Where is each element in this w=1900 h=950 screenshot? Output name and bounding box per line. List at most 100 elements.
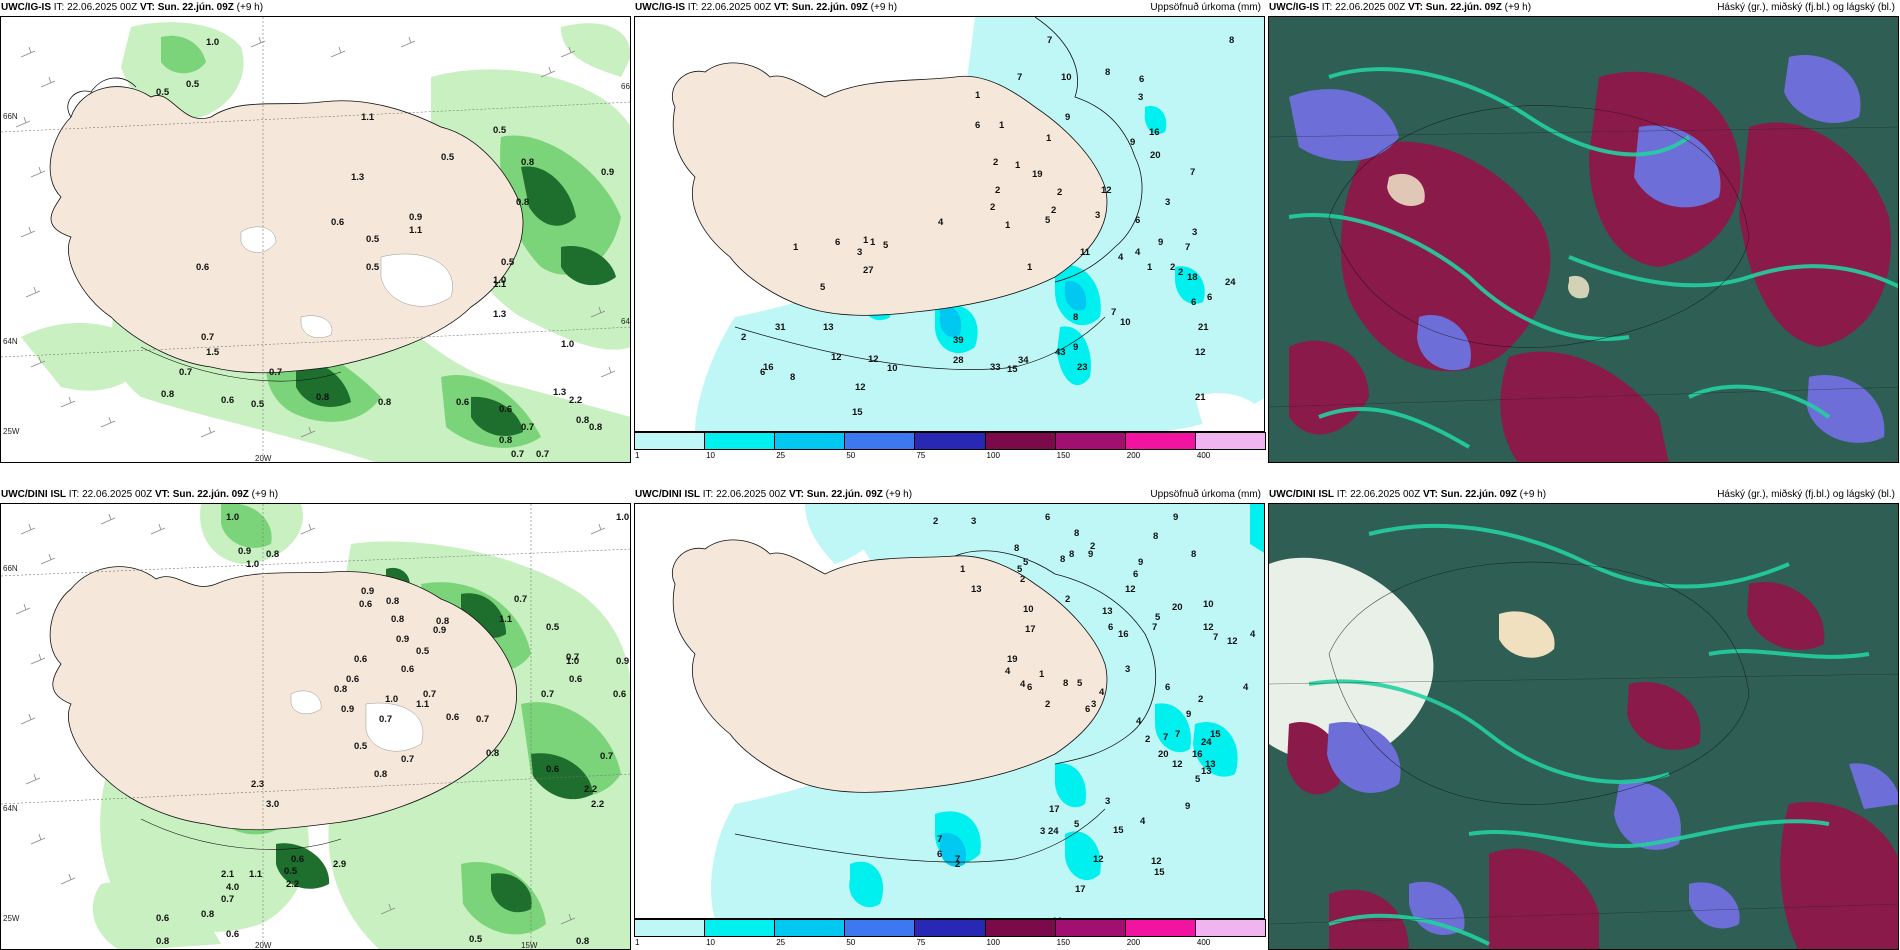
- valid-time: VT: Sun. 22.jún. 09Z: [1422, 489, 1517, 500]
- colorbar-tick-label: 100: [986, 938, 1000, 947]
- map-value-label: 1.1: [249, 869, 263, 880]
- valid-time: VT: Sun. 22.jún. 09Z: [773, 2, 868, 13]
- map-value-label: 0.6: [354, 654, 368, 665]
- map-value-label: 15: [852, 407, 863, 418]
- map-value-label: 1.5: [206, 347, 220, 358]
- map-value-label: 0.6: [196, 262, 210, 273]
- valid-time: VT: Sun. 22.jún. 09Z: [154, 489, 249, 500]
- map-value-label: 7: [1185, 242, 1191, 253]
- map-value-label: 10: [1061, 72, 1072, 83]
- map-value-label: 4: [1140, 816, 1146, 827]
- colorbar-segment: [1194, 919, 1266, 937]
- colorbar-tick-label: 1: [635, 938, 640, 947]
- map-area: 2 3 6 9 8 8 2 8 9 8 1 5 5 8 8 9 2 6 12 2 13 10 13 20 17 6 5 16 12 10 7…: [634, 503, 1265, 919]
- map-value-label: 12: [1093, 854, 1104, 865]
- map-value-label: 7: [1190, 167, 1196, 178]
- colorbar-tick-label: 200: [1126, 451, 1141, 460]
- map-value-label: 9: [1186, 709, 1192, 720]
- map-value-label: 1.0: [493, 275, 507, 286]
- map-value-label: 0.7: [536, 449, 550, 460]
- lon-label-20w: 20W: [255, 941, 272, 950]
- model-name: UWC/DINI ISL: [1, 489, 66, 500]
- map-value-label: 0.9: [601, 167, 615, 178]
- colorbar-segment: [914, 919, 986, 937]
- map-value-label: 2: [1170, 262, 1176, 273]
- map-value-label: 1: [863, 235, 869, 246]
- map-value-label: 16: [1192, 749, 1203, 760]
- map-area: [1268, 16, 1899, 463]
- map-value-label: 6: [760, 367, 766, 378]
- model-name: UWC/DINI ISL: [1269, 489, 1334, 500]
- map-value-label: 9: [1158, 237, 1164, 248]
- init-time: IT: 22.06.2025 00Z: [687, 2, 772, 13]
- colorbar-segment: [774, 432, 846, 450]
- map-value-label: 2: [993, 157, 999, 168]
- map-value-label: 0.8: [391, 614, 405, 625]
- map-value-label: 11: [1080, 247, 1091, 258]
- map-value-label: 13: [1201, 766, 1212, 777]
- map-value-label: 0.5: [251, 399, 265, 410]
- map-value-label: 5: [1195, 774, 1201, 785]
- map-value-label: 2: [1198, 694, 1204, 705]
- map-value-label: 1: [1046, 133, 1052, 144]
- lon-label-25w: 25W: [3, 914, 20, 923]
- map-value-label: 7: [1175, 729, 1181, 740]
- map-value-label: 6: [1191, 297, 1197, 308]
- map-value-label: 9: [1138, 557, 1144, 568]
- map-value-label: 2.2: [591, 799, 605, 810]
- lead-time: (+9 h): [870, 2, 898, 13]
- map-value-label: 1.0: [226, 512, 240, 523]
- colorbar-segment: [704, 919, 776, 937]
- product-title: Háský (gr.), miðský (fj.bl.) og lágský (…: [1717, 489, 1895, 500]
- map-value-label: 7: [1111, 307, 1117, 318]
- colorbar-segment: [634, 919, 706, 937]
- map-value-label: 2.9: [333, 859, 347, 870]
- map-value-label: 2: [1090, 541, 1096, 552]
- map-value-label: 3: [857, 247, 863, 258]
- map-value-label: 6: [1139, 74, 1145, 85]
- map-value-label: 8: [1014, 543, 1020, 554]
- map-value-label: 12: [855, 382, 866, 393]
- map-value-label: 1: [1027, 262, 1033, 273]
- map-area: 66N 64N 25W 20W 15W 1.0 0.9 0.8 1.0 1.0 0.9 0.…: [0, 503, 631, 950]
- map-value-label: 1.1: [416, 699, 430, 710]
- precip-map: [635, 504, 1264, 918]
- map-value-label: 0.8: [334, 684, 348, 695]
- init-time: IT: 22.06.2025 00Z: [702, 489, 787, 500]
- map-value-label: 6: [1165, 682, 1171, 693]
- map-value-label: 7: [1152, 622, 1158, 633]
- map-value-label: 3: [971, 516, 977, 527]
- map-value-label: 13: [971, 584, 982, 595]
- map-value-label: 0.6: [546, 764, 560, 775]
- map-value-label: 2: [1051, 205, 1057, 216]
- colorbar-segment: [1054, 919, 1126, 937]
- map-value-label: 1.0: [616, 512, 630, 523]
- map-value-label: 0.9: [361, 586, 375, 597]
- map-value-label: 0.6: [456, 397, 470, 408]
- map-value-label: 9: [1173, 512, 1179, 523]
- map-value-label: 1.1: [361, 112, 375, 123]
- map-value-label: 0.5: [284, 866, 298, 877]
- map-value-label: 6: [1207, 292, 1213, 303]
- colorbar-tick-label: 50: [846, 451, 856, 460]
- model-name: UWC/IG-IS: [635, 2, 685, 13]
- map-value-label: 0.8: [266, 549, 280, 560]
- wind-map: [1, 504, 630, 949]
- map-value-label: 0.5: [366, 262, 380, 273]
- map-value-label: 17: [1049, 804, 1060, 815]
- colorbar-segment: [914, 432, 986, 450]
- product-title: Uppsöfnuð úrkoma (mm): [1150, 489, 1261, 500]
- map-value-label: 6: [1027, 682, 1033, 693]
- map-value-label: 24: [1225, 277, 1236, 288]
- colorbar-tick-label: 25: [776, 451, 786, 460]
- map-value-label: 8: [790, 372, 796, 383]
- map-value-label: 1.1: [493, 279, 507, 290]
- map-value-label: 0.9: [238, 546, 252, 557]
- map-value-label: 0.7: [476, 714, 490, 725]
- map-value-label: 0.7: [541, 689, 555, 700]
- map-value-label: 6: [937, 849, 943, 860]
- map-value-label: 16: [1118, 629, 1129, 640]
- lon-label-20w: 20W: [255, 454, 272, 463]
- map-value-label: 2: [933, 516, 939, 527]
- map-value-label: 4: [1250, 629, 1256, 640]
